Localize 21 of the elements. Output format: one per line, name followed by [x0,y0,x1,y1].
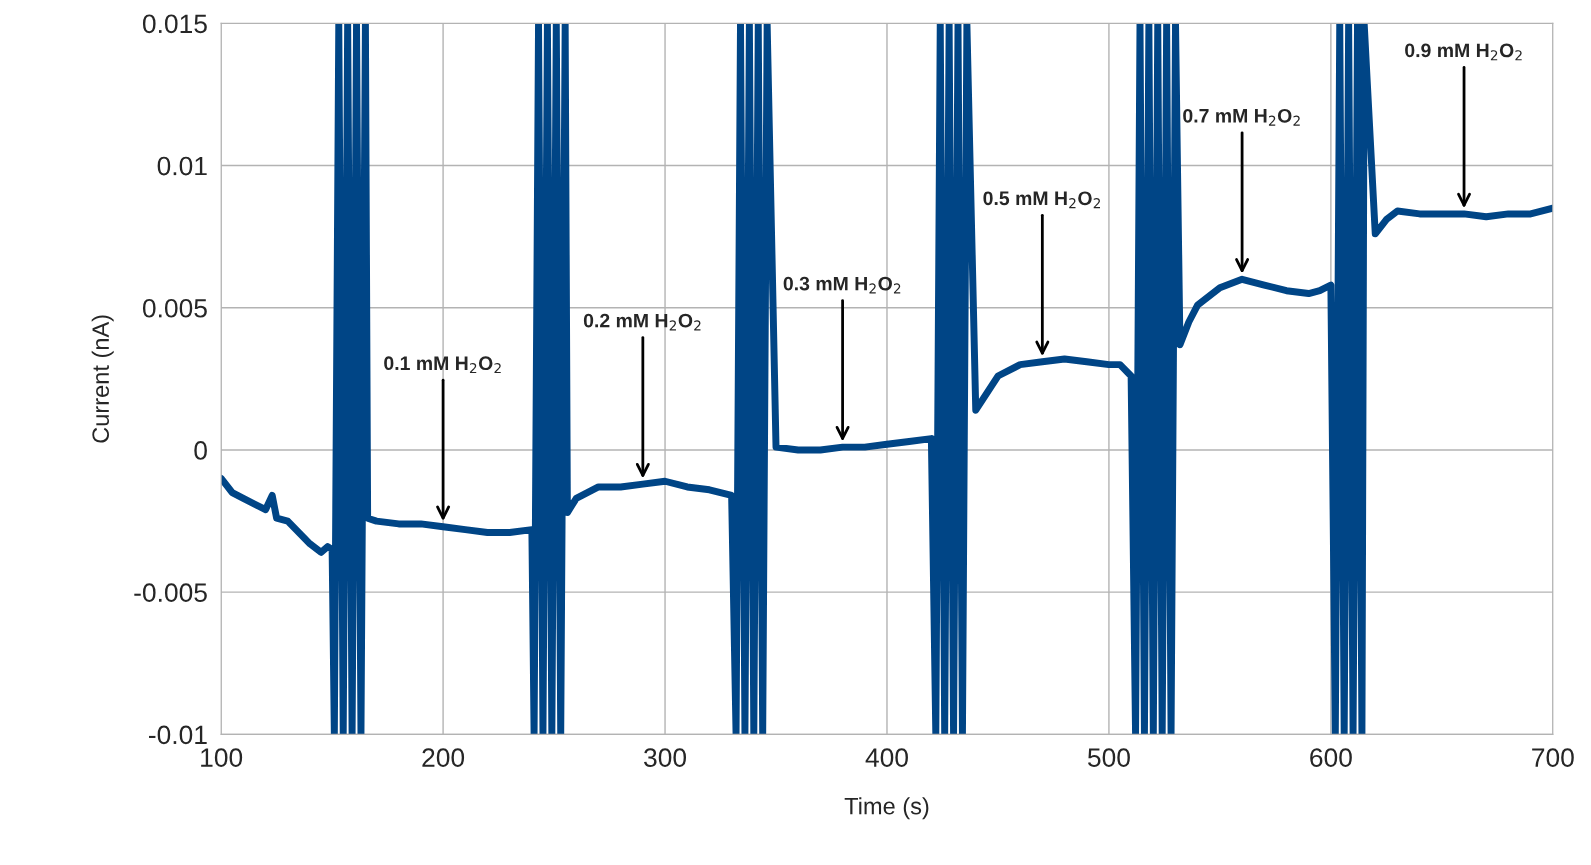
x-axis-title: Time (s) [844,797,929,820]
y-tick-label: 0 [194,441,207,460]
annotation: 0.7 mM H$_{2}$O$_{2}$ [1183,108,1300,126]
x-tick-label: 700 [1532,748,1574,767]
x-tick-label: 600 [1310,748,1352,767]
x-tick-label: 300 [644,748,687,767]
x-tick-label: 100 [201,748,243,767]
y-axis-title: Current (nA) [91,315,114,443]
y-tick-label: -0.01 [148,725,207,745]
y-tick-label: 0.005 [142,298,207,318]
x-tick-label: 400 [865,748,908,767]
annotation: 0.3 mM H$_{2}$O$_{2}$ [783,276,901,294]
y-tick-label: 0.01 [157,156,207,176]
x-tick-label: 200 [422,748,465,767]
annotation: 0.2 mM H$_{2}$O$_{2}$ [583,313,701,331]
x-tick-label: 500 [1087,748,1130,767]
y-tick-label: 0.015 [142,14,207,34]
annotation: 0.9 mM H$_{2}$O$_{2}$ [1405,43,1522,61]
annotation: 0.5 mM H$_{2}$O$_{2}$ [983,191,1100,209]
annotation: 0.1 mM H$_{2}$O$_{2}$ [384,356,501,374]
y-tick-label: -0.005 [134,583,207,602]
